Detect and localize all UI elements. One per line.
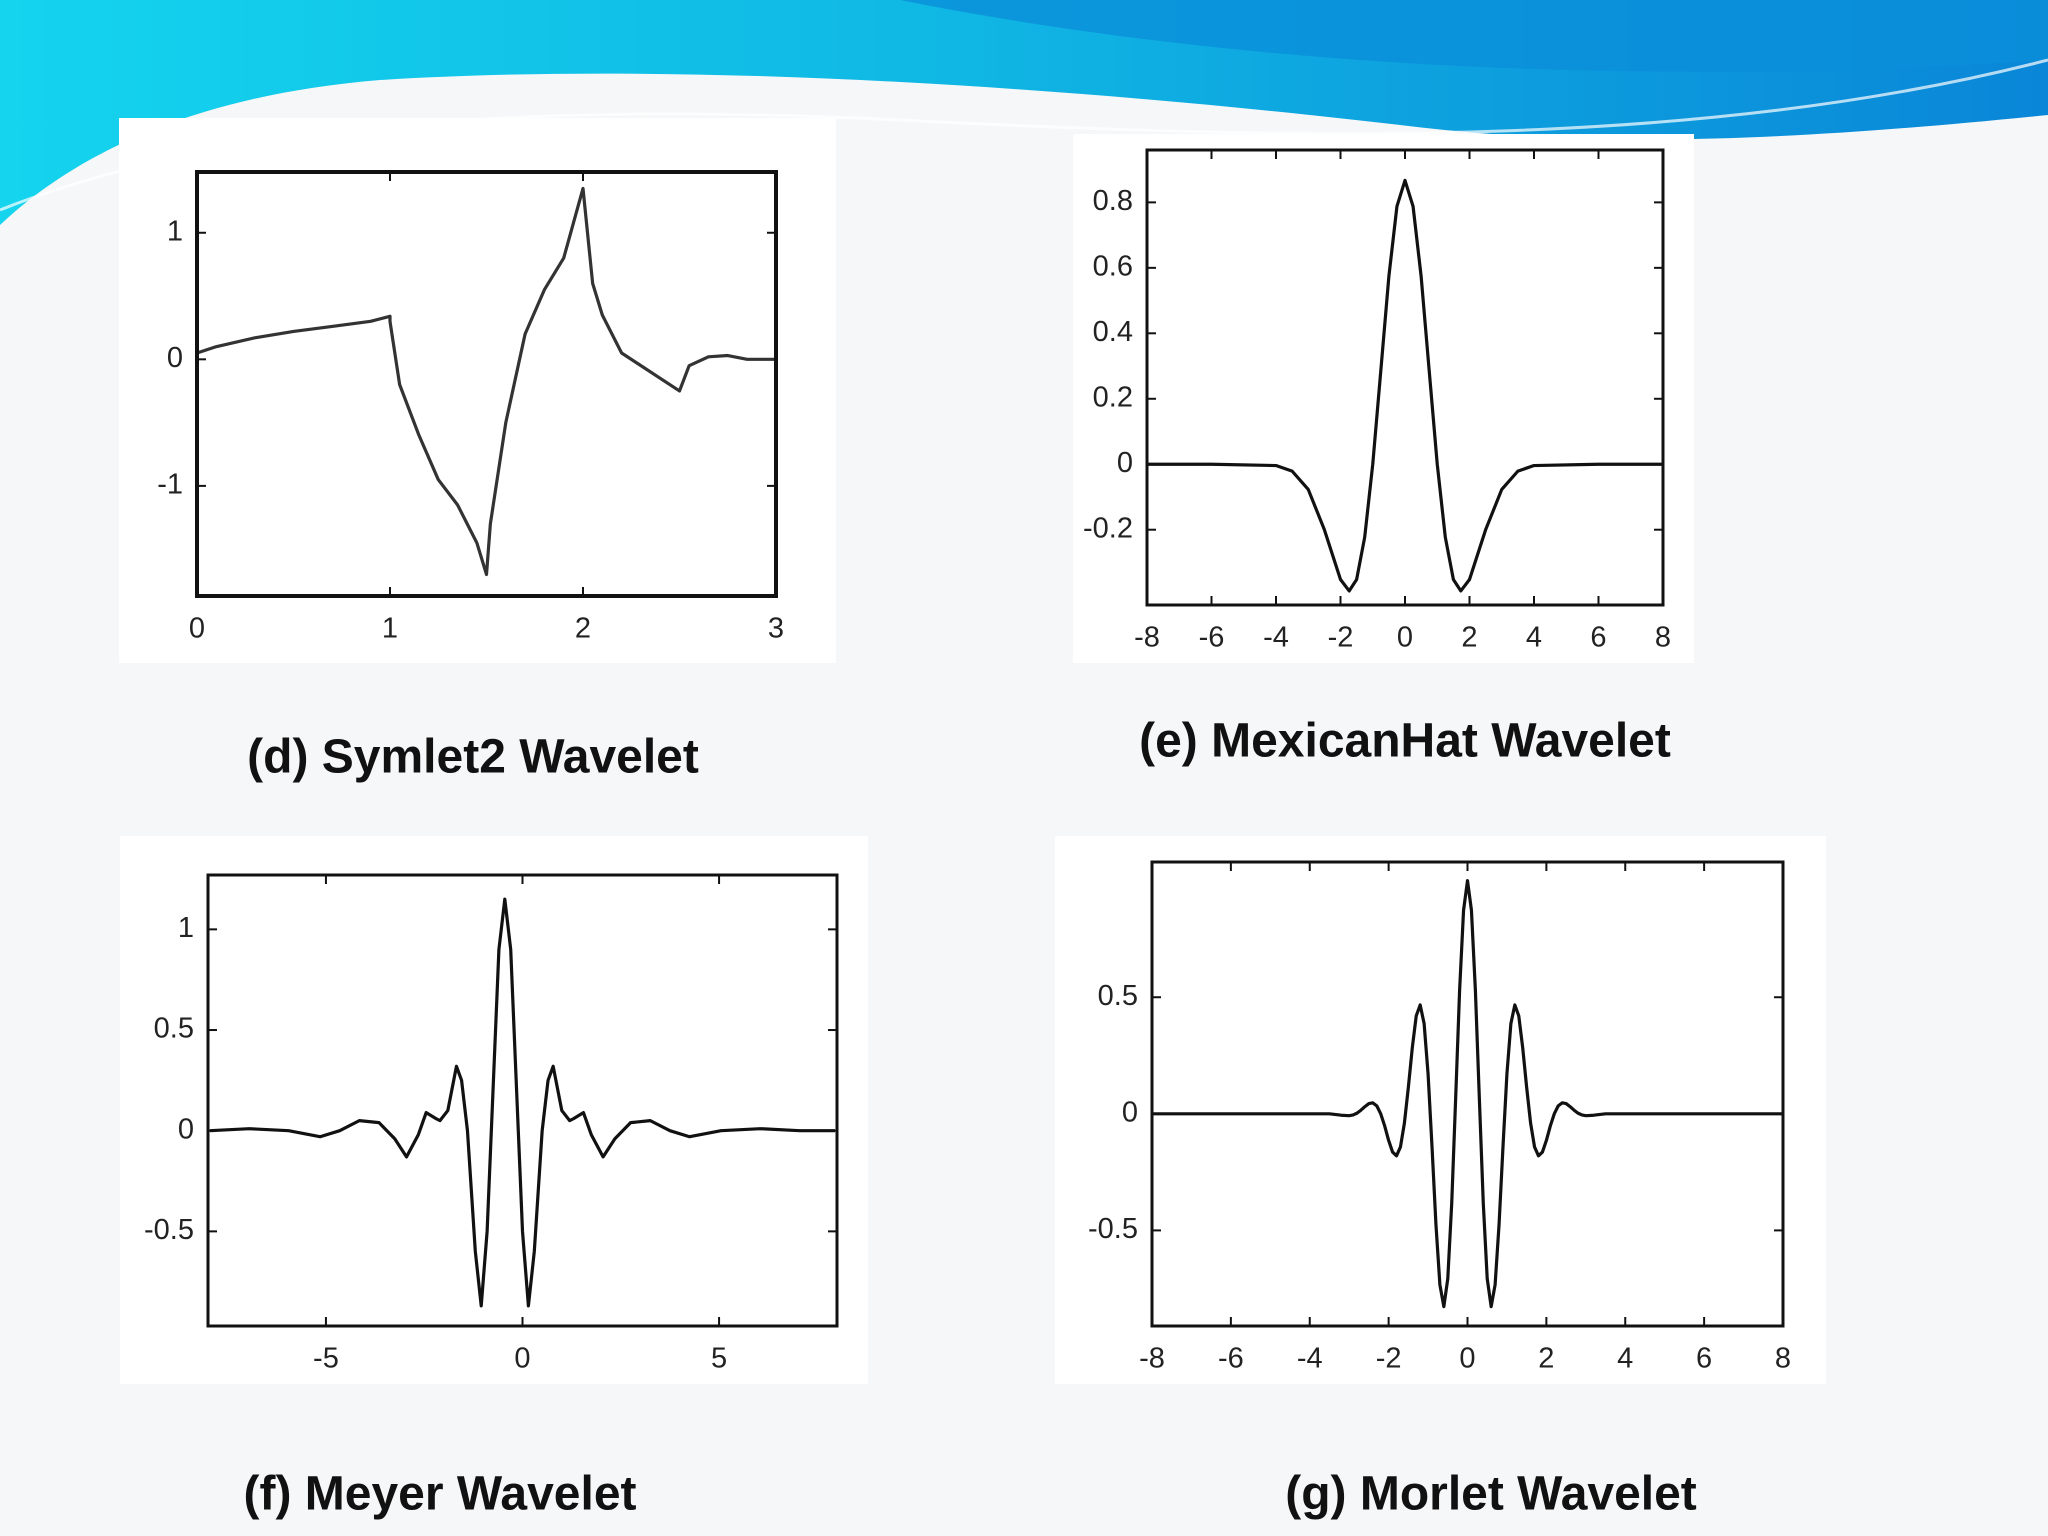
y-tick-label: 0 bbox=[1117, 447, 1133, 479]
y-tick-label: 0 bbox=[1122, 1096, 1138, 1128]
x-tick-label: 2 bbox=[1538, 1343, 1554, 1375]
plot-frame bbox=[1145, 148, 1665, 607]
x-tick-label: 8 bbox=[1775, 1343, 1791, 1375]
chart: -8 -6 -4 -2 0 2 4 6 8 -0.5 0 0.5 (g) Morlet Wavelet bbox=[1088, 860, 1791, 1521]
y-tick-label: 0.6 bbox=[1093, 250, 1133, 282]
chart: -5 0 5 -0.5 0 0.5 1 (f) Meyer Wavelet bbox=[144, 873, 839, 1521]
x-tick-label: 0 bbox=[1397, 622, 1413, 654]
x-tick-label: -6 bbox=[1218, 1343, 1244, 1375]
x-tick-label: -2 bbox=[1328, 622, 1354, 654]
x-tick-label: 1 bbox=[382, 613, 398, 645]
chart: -8 -6 -4 -2 0 2 4 6 8 -0.2 0 0.2 0.4 0.6 0.8 (e) Mexica… bbox=[1083, 148, 1671, 768]
wavelet-line bbox=[1147, 178, 1663, 593]
panel bbox=[1055, 836, 1826, 1384]
x-tick-label: 6 bbox=[1590, 622, 1606, 654]
wavelet-line bbox=[209, 897, 836, 1308]
plot-frame bbox=[206, 873, 839, 1328]
chart-caption: (d) Symlet2 Wavelet bbox=[247, 731, 699, 784]
y-tick-label: -0.5 bbox=[144, 1214, 194, 1246]
x-tick-label: -4 bbox=[1263, 622, 1289, 654]
y-tick-label: 0 bbox=[178, 1113, 194, 1145]
x-tick-label: 2 bbox=[575, 613, 591, 645]
y-tick-label: 0.2 bbox=[1093, 381, 1133, 413]
x-tick-label: 5 bbox=[711, 1343, 727, 1375]
x-tick-label: -2 bbox=[1376, 1343, 1402, 1375]
x-tick-label: 3 bbox=[768, 613, 784, 645]
plot-frame bbox=[1150, 860, 1785, 1328]
chart-caption: (e) MexicanHat Wavelet bbox=[1139, 715, 1671, 768]
panel bbox=[1073, 134, 1694, 663]
x-tick-label: 0 bbox=[1459, 1343, 1475, 1375]
x-tick-label: -6 bbox=[1199, 622, 1225, 654]
y-tick-label: -1 bbox=[157, 469, 183, 501]
x-tick-label: -5 bbox=[313, 1343, 339, 1375]
x-tick-label: 4 bbox=[1617, 1343, 1633, 1375]
y-tick-label: 1 bbox=[167, 215, 183, 247]
chart-caption: (g) Morlet Wavelet bbox=[1285, 1468, 1697, 1521]
wavelet-line bbox=[196, 186, 776, 577]
panel bbox=[120, 836, 868, 1384]
y-tick-label: -0.5 bbox=[1088, 1213, 1138, 1245]
header-wave-dark bbox=[900, 0, 2048, 72]
x-tick-label: -4 bbox=[1297, 1343, 1323, 1375]
y-tick-label: 0.5 bbox=[1098, 980, 1138, 1012]
x-tick-label: 0 bbox=[514, 1343, 530, 1375]
x-tick-label: 0 bbox=[189, 613, 205, 645]
x-tick-label: 8 bbox=[1655, 622, 1671, 654]
y-tick-label: 1 bbox=[178, 912, 194, 944]
chart-caption: (f) Meyer Wavelet bbox=[244, 1468, 637, 1521]
y-tick-label: 0 bbox=[167, 342, 183, 374]
y-tick-label: 0.8 bbox=[1093, 185, 1133, 217]
y-tick-label: 0.4 bbox=[1093, 316, 1133, 348]
y-tick-label: -0.2 bbox=[1083, 512, 1133, 544]
y-tick-label: 0.5 bbox=[154, 1013, 194, 1045]
plot-frame bbox=[195, 170, 778, 598]
charts: 0 1 2 3 -1 0 1 (d) Symlet2 Wavelet -8 -6 -4 -2 0 2 4 6 8… bbox=[144, 148, 1791, 1521]
panel bbox=[119, 118, 836, 663]
x-tick-label: 2 bbox=[1461, 622, 1477, 654]
x-tick-label: -8 bbox=[1134, 622, 1160, 654]
x-tick-label: 4 bbox=[1526, 622, 1542, 654]
wavelet-line bbox=[1152, 879, 1783, 1309]
x-tick-label: -8 bbox=[1139, 1343, 1165, 1375]
chart: 0 1 2 3 -1 0 1 (d) Symlet2 Wavelet bbox=[157, 170, 784, 784]
x-tick-label: 6 bbox=[1696, 1343, 1712, 1375]
